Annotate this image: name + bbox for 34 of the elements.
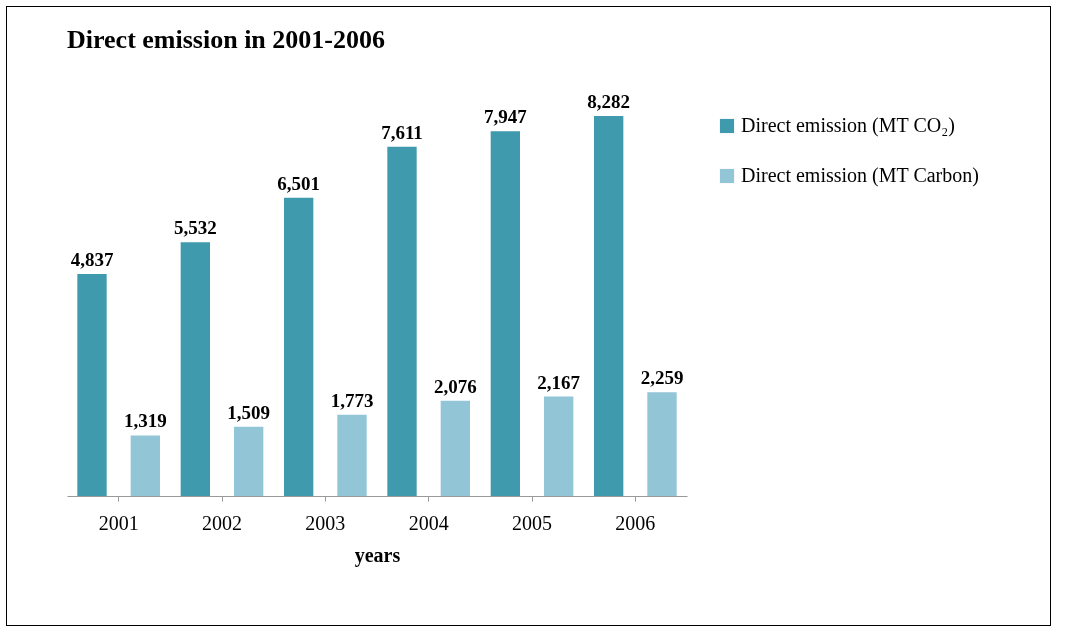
bar xyxy=(234,426,264,496)
data-label: 1,319 xyxy=(123,410,167,432)
data-label: 6,501 xyxy=(277,172,321,194)
data-label: 2,076 xyxy=(433,375,477,397)
bar xyxy=(440,400,470,496)
bar xyxy=(180,242,210,496)
bar xyxy=(387,146,417,496)
data-label: 7,611 xyxy=(381,121,423,143)
x-tick-label: 2001 xyxy=(98,511,139,534)
data-label: 7,947 xyxy=(483,106,528,128)
legend-label: Direct emission (MT CO₂) xyxy=(741,114,955,137)
bar xyxy=(77,274,107,496)
x-tick-label: 2004 xyxy=(408,511,449,534)
chart-title: Direct emission in 2001-2006 xyxy=(67,25,385,54)
bar xyxy=(284,197,314,496)
bar xyxy=(130,435,160,496)
bar xyxy=(337,414,367,496)
data-label: 2,167 xyxy=(537,371,581,393)
bar xyxy=(594,116,624,496)
data-label: 4,837 xyxy=(70,249,114,271)
legend-label: Direct emission (MT Carbon) xyxy=(741,164,979,187)
data-label: 5,532 xyxy=(173,217,217,239)
data-label: 1,509 xyxy=(227,401,271,423)
x-tick-label: 2003 xyxy=(305,511,346,534)
x-tick-label: 2002 xyxy=(202,511,242,534)
bar xyxy=(647,392,677,496)
data-label: 8,282 xyxy=(587,91,631,112)
bar xyxy=(490,131,520,496)
data-label: 2,259 xyxy=(640,367,684,389)
x-axis-title: years xyxy=(354,543,401,567)
bar xyxy=(544,396,574,496)
data-label: 1,773 xyxy=(330,389,374,411)
x-tick-label: 2005 xyxy=(512,511,552,534)
x-tick-label: 2006 xyxy=(615,511,656,534)
